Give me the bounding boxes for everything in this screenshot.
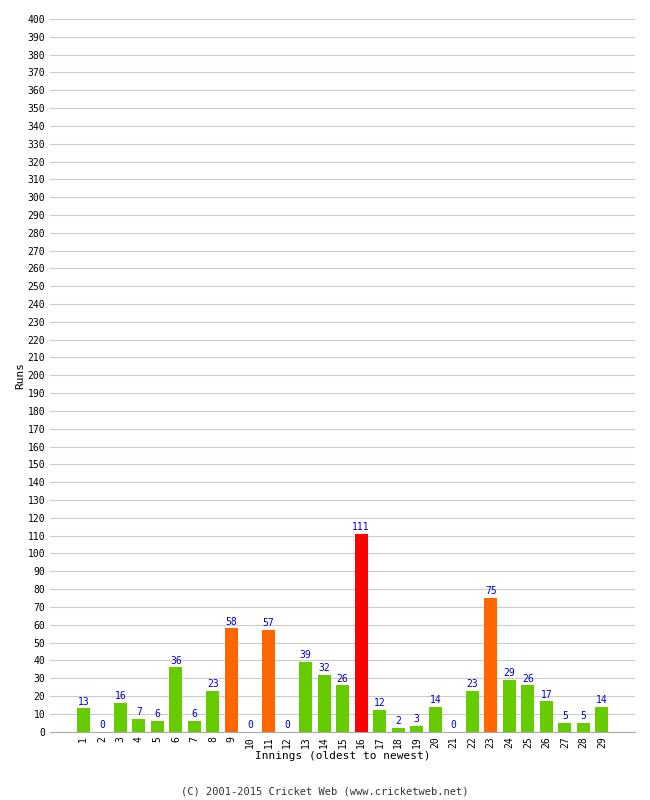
Text: 23: 23 (467, 679, 478, 689)
Text: 58: 58 (226, 617, 237, 626)
Text: 0: 0 (284, 720, 290, 730)
Bar (299, 662, 312, 732)
Bar (410, 726, 423, 732)
Text: 6: 6 (192, 709, 198, 719)
Text: 16: 16 (114, 691, 126, 702)
Text: 0: 0 (247, 720, 253, 730)
Bar (595, 706, 608, 732)
Bar (114, 703, 127, 732)
Text: 32: 32 (318, 663, 330, 673)
Text: (C) 2001-2015 Cricket Web (www.cricketweb.net): (C) 2001-2015 Cricket Web (www.cricketwe… (181, 786, 469, 796)
Text: 3: 3 (414, 714, 420, 725)
Text: 111: 111 (352, 522, 370, 532)
Bar (207, 690, 220, 732)
Text: 39: 39 (300, 650, 311, 660)
Text: 12: 12 (374, 698, 385, 709)
Bar (373, 710, 386, 732)
Bar (558, 722, 571, 732)
Text: 75: 75 (485, 586, 497, 596)
Text: 14: 14 (596, 695, 608, 705)
Bar (151, 721, 164, 732)
Bar (188, 721, 201, 732)
Bar (318, 674, 331, 732)
Bar (225, 628, 238, 732)
Text: 57: 57 (263, 618, 274, 628)
Bar (355, 534, 368, 732)
Text: 5: 5 (562, 711, 568, 721)
Text: 6: 6 (155, 709, 161, 719)
Text: 0: 0 (451, 720, 457, 730)
Text: 26: 26 (337, 674, 348, 683)
Text: 26: 26 (522, 674, 534, 683)
Text: 23: 23 (207, 679, 219, 689)
X-axis label: Innings (oldest to newest): Innings (oldest to newest) (255, 751, 430, 761)
Text: 36: 36 (170, 656, 182, 666)
Bar (577, 722, 590, 732)
Bar (170, 667, 183, 732)
Bar (484, 598, 497, 732)
Text: 2: 2 (395, 716, 401, 726)
Bar (133, 719, 146, 732)
Bar (466, 690, 479, 732)
Text: 0: 0 (99, 720, 105, 730)
Bar (77, 709, 90, 732)
Bar (521, 686, 534, 732)
Bar (262, 630, 275, 732)
Y-axis label: Runs: Runs (15, 362, 25, 389)
Bar (503, 680, 516, 732)
Text: 13: 13 (77, 697, 89, 706)
Bar (336, 686, 349, 732)
Text: 29: 29 (504, 668, 515, 678)
Text: 5: 5 (580, 711, 586, 721)
Bar (540, 702, 553, 732)
Text: 17: 17 (541, 690, 552, 699)
Bar (392, 728, 405, 732)
Text: 14: 14 (430, 695, 441, 705)
Bar (429, 706, 442, 732)
Text: 7: 7 (136, 707, 142, 718)
